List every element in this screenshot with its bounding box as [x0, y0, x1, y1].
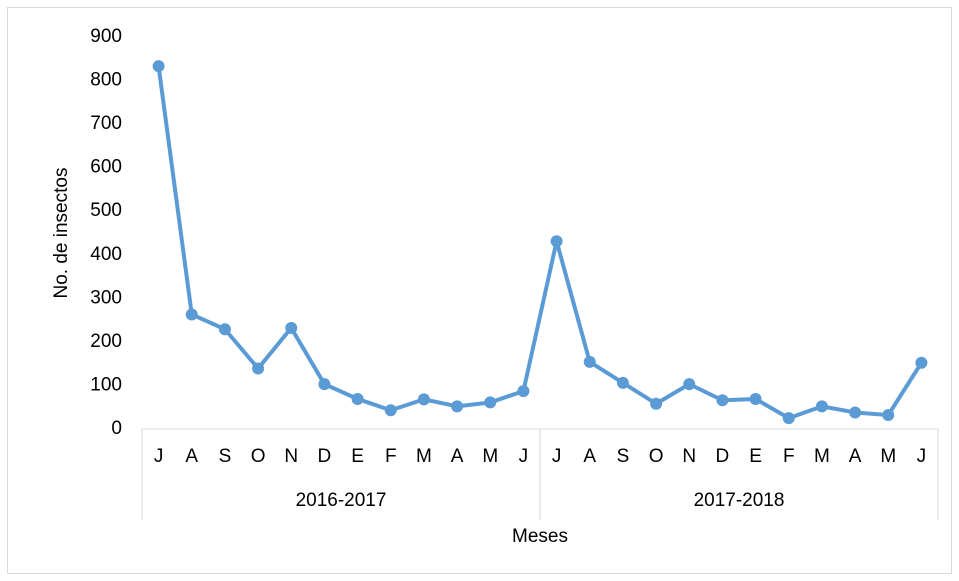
- data-point: [484, 396, 497, 409]
- x-tick-label: J: [552, 446, 562, 467]
- x-tick-label: S: [219, 446, 232, 467]
- x-tick-label: A: [583, 446, 596, 467]
- x-tick-label: M: [416, 446, 432, 467]
- y-tick-label: 200: [90, 331, 122, 352]
- x-tick-label: F: [783, 446, 795, 467]
- data-point: [915, 356, 928, 369]
- x-tick-label: S: [617, 446, 630, 467]
- data-point: [384, 404, 397, 417]
- y-tick-label: 500: [90, 200, 122, 221]
- x-tick-label: N: [284, 446, 298, 467]
- data-point: [218, 323, 231, 336]
- x-tick-label: J: [917, 446, 927, 467]
- x-tick-label: M: [814, 446, 830, 467]
- data-point: [451, 400, 464, 413]
- x-tick-label: M: [482, 446, 498, 467]
- x-tick-label: O: [251, 446, 266, 467]
- data-point: [285, 321, 298, 334]
- x-tick-label: M: [880, 446, 896, 467]
- x-tick-label: O: [649, 446, 664, 467]
- x-tick-label: D: [716, 446, 730, 467]
- x-tick-label: A: [451, 446, 464, 467]
- data-point: [152, 60, 165, 73]
- y-tick-label: 300: [90, 287, 122, 308]
- data-point: [716, 394, 729, 407]
- x-tick-label: J: [519, 446, 529, 467]
- data-point: [351, 392, 364, 405]
- x-tick-label: D: [318, 446, 332, 467]
- data-point: [782, 412, 795, 425]
- x-tick-label: E: [351, 446, 364, 467]
- y-tick-label: 400: [90, 244, 122, 265]
- data-point: [683, 378, 696, 391]
- data-point: [185, 308, 198, 321]
- data-point: [252, 362, 265, 375]
- x-tick-label: E: [749, 446, 762, 467]
- data-point: [583, 355, 596, 368]
- x-tick-label: J: [154, 446, 164, 467]
- x-tick-label: F: [385, 446, 397, 467]
- data-point: [882, 409, 895, 422]
- y-tick-label: 800: [90, 70, 122, 91]
- chart-border: [7, 7, 952, 574]
- data-point: [815, 400, 828, 413]
- data-point: [318, 378, 331, 391]
- data-point: [749, 392, 762, 405]
- y-tick-label: 100: [90, 374, 122, 395]
- data-point: [417, 393, 430, 406]
- x-axis-label: Meses: [512, 526, 568, 547]
- group-label: 2017-2018: [694, 490, 785, 511]
- data-point: [849, 406, 862, 419]
- y-tick-label: 600: [90, 157, 122, 178]
- x-tick-label: N: [682, 446, 696, 467]
- y-axis-label: No. de insectos: [51, 168, 72, 299]
- data-point: [550, 235, 563, 248]
- y-tick-label: 0: [111, 418, 122, 439]
- data-point: [517, 385, 530, 398]
- x-tick-label: A: [849, 446, 862, 467]
- data-point: [616, 376, 629, 389]
- group-label: 2016-2017: [296, 490, 387, 511]
- data-point: [650, 397, 663, 410]
- x-tick-label: A: [185, 446, 198, 467]
- y-tick-label: 700: [90, 113, 122, 134]
- y-tick-label: 900: [90, 26, 122, 47]
